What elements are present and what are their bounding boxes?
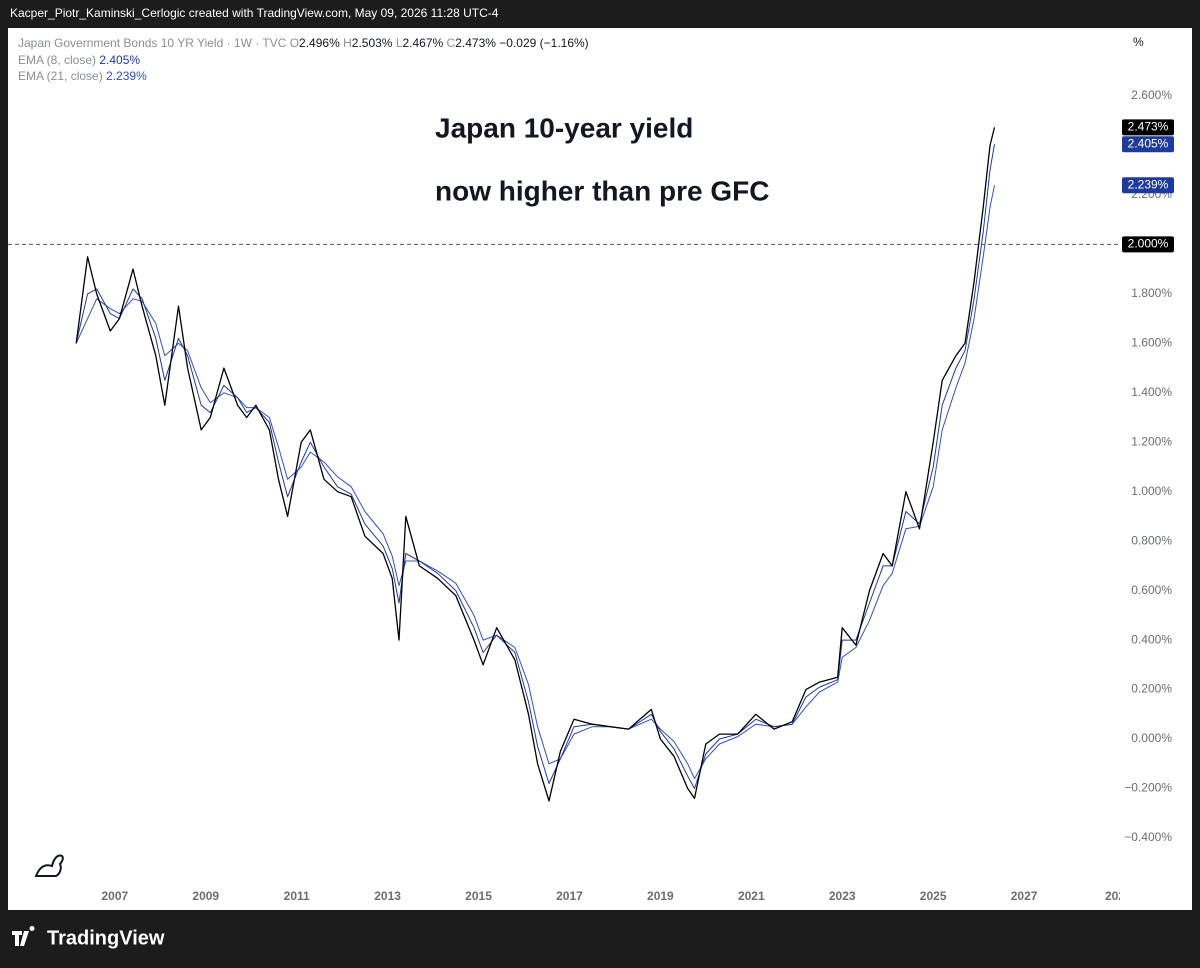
x-tick-label: 2013 [374, 889, 401, 903]
x-tick-label: 2027 [1011, 889, 1038, 903]
price-label: 2.239% [1128, 177, 1169, 191]
price-label: 2.405% [1128, 136, 1169, 150]
y-tick-label: 0.200% [1131, 682, 1172, 696]
brand-logo: TradingView [12, 925, 165, 949]
x-tick-label: 2021 [738, 889, 765, 903]
y-tick-label: 1.800% [1131, 286, 1172, 300]
x-tick-label: 2017 [556, 889, 583, 903]
x-tick-label: 2019 [647, 889, 674, 903]
unit-label: % [1133, 35, 1144, 49]
y-tick-label: 1.600% [1131, 335, 1172, 349]
brand-mark [12, 925, 35, 946]
legend-part: O [290, 36, 299, 50]
x-tick-label: 2009 [192, 889, 219, 903]
legend-part: 2.239% [106, 69, 147, 83]
legend: Japan Government Bonds 10 YR Yield · 1W … [18, 36, 589, 83]
legend-part: L [396, 36, 403, 50]
price-label-box [1122, 236, 1174, 253]
x-tick-label: 2015 [465, 889, 492, 903]
y-tick-label: 1.200% [1131, 434, 1172, 448]
legend-entry: EMA (8, close) 2.405% [18, 53, 140, 67]
legend-main: Japan Government Bonds 10 YR Yield · 1W … [18, 36, 589, 50]
y-tick-label: 1.000% [1131, 484, 1172, 498]
legend-part: 2.473% [455, 36, 496, 50]
y-tick-label: 0.800% [1131, 533, 1172, 547]
x-tick-label: 2011 [284, 889, 310, 903]
y-tick-label: 0.000% [1131, 731, 1172, 745]
legend-part: EMA (21, close) [18, 69, 103, 83]
legend-part: Japan Government Bonds 10 YR Yield · 1W … [18, 36, 287, 50]
logo-icon [34, 854, 64, 877]
x-tick-label: 2023 [829, 889, 856, 903]
price-label-box [1122, 177, 1174, 194]
x-axis: 2007 2009 2011 2013 2015 2017 2019 2021 2023 2025… [101, 889, 1125, 903]
price-label: 2.473% [1128, 120, 1169, 134]
annotation-subtitle: now higher than pre GFC [435, 175, 769, 206]
y-tick-label: 0.600% [1131, 583, 1172, 597]
y-tick-label: 0.400% [1131, 632, 1172, 646]
price-label-box [1122, 119, 1174, 136]
legend-part: 2.405% [99, 53, 140, 67]
axes: −0.400% −0.200% 0.000% 0.200% 0.400% 0.600% 0.… [101, 88, 1174, 903]
legend-part: C [447, 36, 456, 50]
ema-line [75, 185, 995, 780]
x-tick-label: 2025 [920, 889, 947, 903]
legend-entry: EMA (21, close) 2.239% [18, 69, 147, 83]
legend-part: 2.496% [299, 36, 340, 50]
caption: Kacper_Piotr_Kaminski_Cerlogic created w… [10, 6, 499, 20]
y-tick-label: −0.200% [1124, 781, 1172, 795]
y-tick-label: 2.600% [1131, 88, 1172, 102]
dino [34, 854, 64, 877]
legend-part: H [343, 36, 352, 50]
price-line [75, 127, 996, 802]
y-tick-label: 1.400% [1131, 385, 1172, 399]
x-tick-label: 202 [1105, 889, 1125, 903]
annotation-title: Japan 10-year yield [435, 112, 693, 143]
legend-part: EMA (8, close) [18, 53, 96, 67]
plot-area [8, 127, 1120, 802]
price-label-box [1122, 136, 1174, 153]
legend-part: 2.503% [352, 36, 393, 50]
legend-part: −0.029 (−1.16%) [499, 36, 588, 50]
brand-name: TradingView [47, 927, 165, 949]
chart-panel [8, 28, 1192, 910]
x-tick-label: 2007 [101, 889, 128, 903]
y-tick-label: −0.400% [1124, 830, 1172, 844]
price-label: 2.000% [1128, 237, 1169, 251]
legend-part: 2.467% [403, 36, 444, 50]
